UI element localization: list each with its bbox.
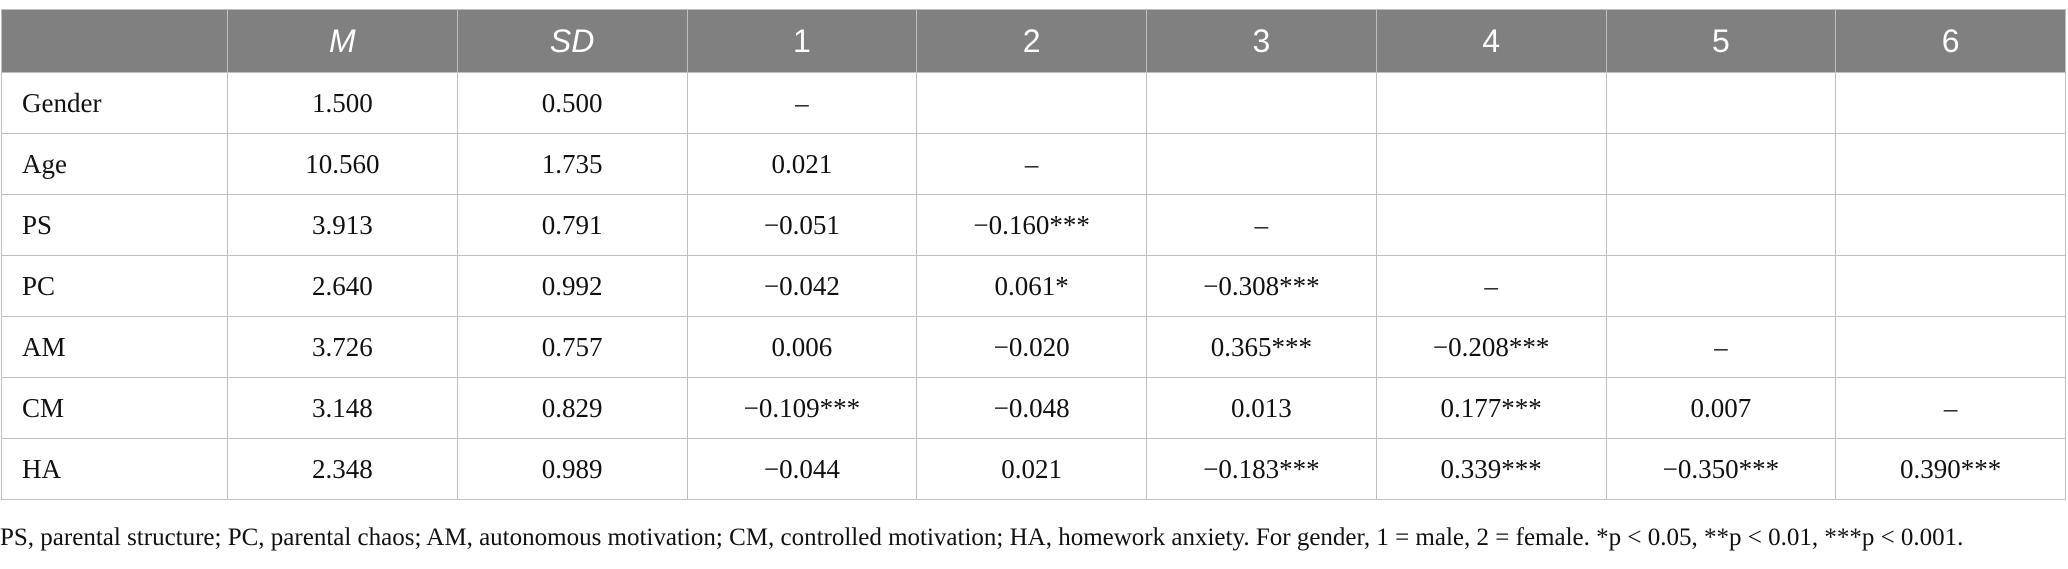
table-cell: 0.339*** [1375, 438, 1607, 500]
table-cell [1835, 133, 2066, 195]
table-cell: – [916, 133, 1147, 195]
table-cell [1146, 133, 1377, 195]
header-cell-1: 1 [686, 9, 918, 73]
row-label: CM [1, 377, 228, 439]
table-cell: – [1835, 377, 2066, 439]
table-cell: 2.348 [227, 438, 458, 500]
table-cell: 0.365*** [1146, 316, 1377, 378]
table-cell: 3.913 [227, 194, 458, 256]
table-cell: 0.007 [1605, 377, 1837, 439]
table-row: PS 3.913 0.791 −0.051 −0.160*** – [1, 194, 2066, 256]
table-cell: 1.735 [456, 133, 688, 195]
table-cell [1605, 72, 1837, 134]
table-cell: – [1605, 316, 1837, 378]
table-cell: – [686, 72, 918, 134]
table-cell: −0.183*** [1146, 438, 1377, 500]
header-cell-4: 4 [1375, 9, 1607, 73]
table-cell: −0.308*** [1146, 255, 1377, 317]
row-label: HA [1, 438, 228, 500]
table-cell: 3.148 [227, 377, 458, 439]
header-cell-sd: SD [456, 9, 688, 73]
row-label: PC [1, 255, 228, 317]
correlation-table-container: M SD 1 2 3 4 5 6 Gender 1.500 0.500 – [0, 9, 2068, 500]
table-row: Gender 1.500 0.500 – [1, 72, 2066, 134]
table-cell: – [1146, 194, 1377, 256]
table-cell: 0.500 [456, 72, 688, 134]
table-cell [1605, 255, 1837, 317]
header-cell-2: 2 [916, 9, 1147, 73]
header-cell-blank [1, 9, 228, 73]
table-cell: 0.992 [456, 255, 688, 317]
table-cell: −0.051 [686, 194, 918, 256]
table-cell: 0.013 [1146, 377, 1377, 439]
table-cell: 3.726 [227, 316, 458, 378]
table-cell [1605, 133, 1837, 195]
row-label: AM [1, 316, 228, 378]
table-cell [1835, 255, 2066, 317]
table-cell [1375, 194, 1607, 256]
header-cell-6: 6 [1835, 9, 2066, 73]
table-cell: 0.757 [456, 316, 688, 378]
table-footnote: PS, parental structure; PC, parental cha… [0, 524, 1964, 551]
table-cell: 0.791 [456, 194, 688, 256]
table-cell: −0.048 [916, 377, 1147, 439]
table-cell: 2.640 [227, 255, 458, 317]
table-cell: 0.829 [456, 377, 688, 439]
table-cell: – [1375, 255, 1607, 317]
header-cell-5: 5 [1605, 9, 1837, 73]
table-cell: 0.061* [916, 255, 1147, 317]
table-cell: 0.177*** [1375, 377, 1607, 439]
table-cell: −0.160*** [916, 194, 1147, 256]
table-cell: 1.500 [227, 72, 458, 134]
table-cell [1375, 72, 1607, 134]
table-cell: 0.021 [916, 438, 1147, 500]
row-label: Gender [1, 72, 228, 134]
table-cell: −0.109*** [686, 377, 918, 439]
table-cell: 10.560 [227, 133, 458, 195]
table-cell [1605, 194, 1837, 256]
table-cell [1835, 194, 2066, 256]
header-cell-3: 3 [1146, 9, 1377, 73]
table-cell: 0.006 [686, 316, 918, 378]
correlation-table: M SD 1 2 3 4 5 6 Gender 1.500 0.500 – [1, 9, 2066, 500]
table-cell: −0.208*** [1375, 316, 1607, 378]
table-cell [1835, 72, 2066, 134]
header-cell-mean: M [227, 9, 458, 73]
table-cell: −0.020 [916, 316, 1147, 378]
header-row: M SD 1 2 3 4 5 6 [1, 9, 2066, 73]
table-cell: 0.989 [456, 438, 688, 500]
table-cell [916, 72, 1147, 134]
table-cell: −0.350*** [1605, 438, 1837, 500]
table-row: CM 3.148 0.829 −0.109*** −0.048 0.013 0.… [1, 377, 2066, 439]
row-label: Age [1, 133, 228, 195]
table-cell: −0.042 [686, 255, 918, 317]
table-cell [1835, 316, 2066, 378]
table-cell: −0.044 [686, 438, 918, 500]
table-cell: 0.390*** [1835, 438, 2066, 500]
table-cell: 0.021 [686, 133, 918, 195]
table-row: AM 3.726 0.757 0.006 −0.020 0.365*** −0.… [1, 316, 2066, 378]
row-label: PS [1, 194, 228, 256]
table-cell [1375, 133, 1607, 195]
table-row: HA 2.348 0.989 −0.044 0.021 −0.183*** 0.… [1, 438, 2066, 500]
table-row: Age 10.560 1.735 0.021 – [1, 133, 2066, 195]
table-cell [1146, 72, 1377, 134]
table-row: PC 2.640 0.992 −0.042 0.061* −0.308*** – [1, 255, 2066, 317]
